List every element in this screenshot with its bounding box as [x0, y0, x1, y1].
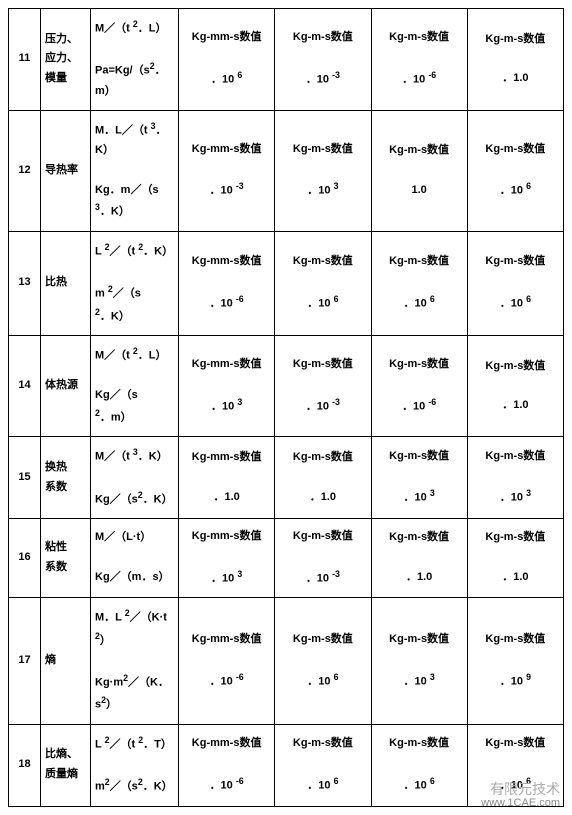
row-value: Kg-mm-s数值．10 -6 [179, 598, 275, 725]
row-value: Kg-m-s数值．1.0 [275, 437, 371, 519]
table-body: 11压力、应力、模量M／（t 2．L）Pa=Kg/（s2．m）Kg-mm-s数值… [9, 9, 564, 807]
row-value: Kg-mm-s数值．1.0 [179, 437, 275, 519]
row-name: 比熵、质量熵 [41, 724, 91, 806]
row-index: 14 [9, 335, 41, 437]
row-name: 体热源 [41, 335, 91, 437]
row-value: Kg-m-s数值．1.0 [467, 9, 563, 111]
row-value: Kg-m-s数值．1.0 [371, 519, 467, 598]
row-index: 13 [9, 231, 41, 335]
table-row: 13比热L 2／（t 2．K）m 2／（s 2．K）Kg-mm-s数值．10 -… [9, 231, 564, 335]
row-index: 18 [9, 724, 41, 806]
row-value: Kg-m-s数值．10 6 [467, 231, 563, 335]
table-row: 14体热源M／（t 2．L）Kg／（s2．m）Kg-mm-s数值．10 3Kg-… [9, 335, 564, 437]
row-value: Kg-m-s数值．10 3 [275, 110, 371, 231]
row-unit: M／（L·t）Kg／（m．s） [91, 519, 179, 598]
row-value: Kg-m-s数值．10 3 [467, 437, 563, 519]
row-index: 17 [9, 598, 41, 725]
units-table: 11压力、应力、模量M／（t 2．L）Pa=Kg/（s2．m）Kg-mm-s数值… [8, 8, 564, 807]
row-value: Kg-m-s数值．10 6 [467, 110, 563, 231]
row-unit: L 2／（t 2．T）m2／（s2．K） [91, 724, 179, 806]
row-value: Kg-mm-s数值．10 6 [179, 9, 275, 111]
row-value: Kg-m-s数值．1.0 [467, 519, 563, 598]
row-value: Kg-m-s数值．10 6 [275, 231, 371, 335]
row-value: Kg-mm-s数值．10 -3 [179, 110, 275, 231]
row-value: Kg-m-s数值．10 -6 [371, 9, 467, 111]
watermark-cn: 有限元技术 [481, 781, 560, 798]
table-row: 17熵M．L 2／（K·t 2）Kg·m2／（K．s2）Kg-mm-s数值．10… [9, 598, 564, 725]
row-name: 换热系数 [41, 437, 91, 519]
watermark: 有限元技术 www.1CAE.com [481, 781, 560, 811]
row-value: Kg-m-s数值．10 6 [275, 598, 371, 725]
row-value: Kg-m-s数值．10 3 [371, 437, 467, 519]
row-value: Kg-m-s数值．10 -3 [275, 9, 371, 111]
row-name: 粘性系数 [41, 519, 91, 598]
row-value: Kg-m-s数值．10 -3 [275, 335, 371, 437]
row-unit: M／（t 3．K）Kg／（s2．K） [91, 437, 179, 519]
row-name: 压力、应力、模量 [41, 9, 91, 111]
row-value: Kg-mm-s数值．10 3 [179, 335, 275, 437]
row-index: 11 [9, 9, 41, 111]
row-value: Kg-m-s数值．10 6 [275, 724, 371, 806]
row-name: 比热 [41, 231, 91, 335]
row-value: Kg-m-s数值．10 3 [371, 598, 467, 725]
row-value: Kg-m-s数值．10 9 [467, 598, 563, 725]
row-index: 15 [9, 437, 41, 519]
row-name: 熵 [41, 598, 91, 725]
row-value: Kg-m-s数值．10 6 [371, 231, 467, 335]
row-value: Kg-m-s数值．10 -6 [371, 335, 467, 437]
row-index: 16 [9, 519, 41, 598]
row-name: 导热率 [41, 110, 91, 231]
row-value: Kg-mm-s数值．10 -6 [179, 724, 275, 806]
row-unit: M／（t 2．L）Kg／（s2．m） [91, 335, 179, 437]
watermark-en: www.1CAE.com [481, 797, 560, 810]
row-value: Kg-m-s数值．10 6 [371, 724, 467, 806]
row-value: Kg-m-s数值．1.0 [467, 335, 563, 437]
row-value: Kg-m-s数值1.0 [371, 110, 467, 231]
table-row: 16粘性系数M／（L·t）Kg／（m．s）Kg-mm-s数值．10 3Kg-m-… [9, 519, 564, 598]
row-unit: M／（t 2．L）Pa=Kg/（s2．m） [91, 9, 179, 111]
row-unit: M．L／（t 3．K）Kg．m／（s3．K） [91, 110, 179, 231]
row-value: Kg-mm-s数值．10 -6 [179, 231, 275, 335]
row-value: Kg-mm-s数值．10 3 [179, 519, 275, 598]
row-value: Kg-m-s数值．10 -3 [275, 519, 371, 598]
row-unit: M．L 2／（K·t 2）Kg·m2／（K．s2） [91, 598, 179, 725]
table-row: 15换热系数M／（t 3．K）Kg／（s2．K）Kg-mm-s数值．1.0Kg-… [9, 437, 564, 519]
table-row: 11压力、应力、模量M／（t 2．L）Pa=Kg/（s2．m）Kg-mm-s数值… [9, 9, 564, 111]
row-unit: L 2／（t 2．K）m 2／（s 2．K） [91, 231, 179, 335]
row-index: 12 [9, 110, 41, 231]
table-row: 12导热率M．L／（t 3．K）Kg．m／（s3．K）Kg-mm-s数值．10 … [9, 110, 564, 231]
